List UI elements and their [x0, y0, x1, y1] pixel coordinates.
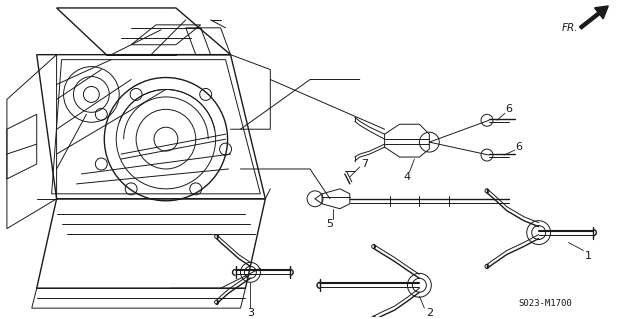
Text: 6: 6 [515, 142, 522, 152]
Text: 1: 1 [585, 251, 592, 262]
Text: 5: 5 [326, 219, 333, 229]
FancyArrow shape [579, 6, 608, 29]
Text: 7: 7 [361, 159, 368, 169]
Text: 6: 6 [506, 104, 513, 114]
Text: 3: 3 [247, 308, 254, 318]
Text: 2: 2 [426, 308, 433, 318]
Text: FR.: FR. [562, 23, 579, 33]
Text: 4: 4 [404, 172, 411, 182]
Text: S023-M1700: S023-M1700 [519, 299, 573, 308]
